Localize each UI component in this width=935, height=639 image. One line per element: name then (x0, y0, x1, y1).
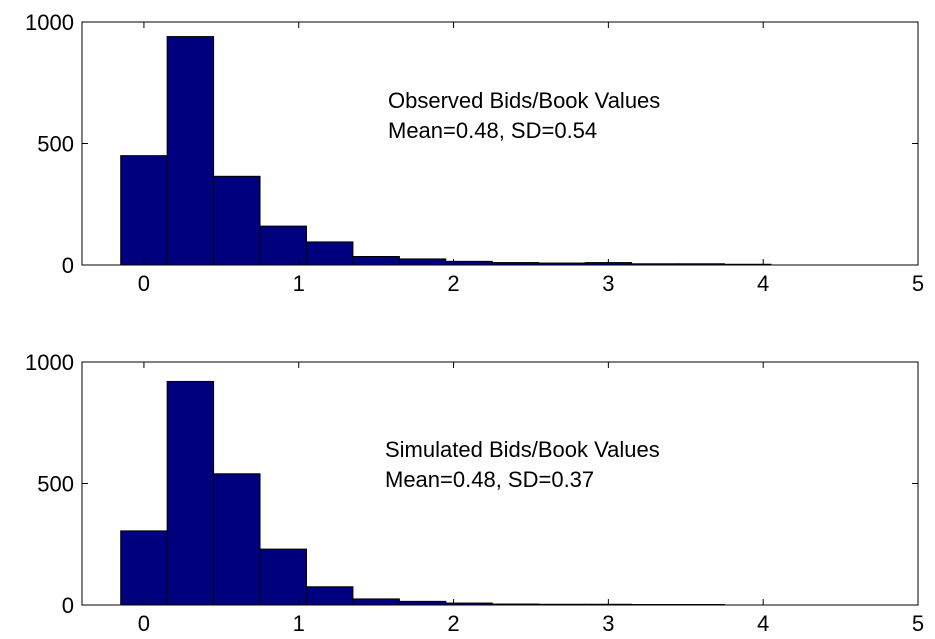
histogram-bar (305, 241, 354, 266)
annotation-title: Observed Bids/Book Values (388, 88, 660, 113)
x-tick-label: 0 (138, 611, 150, 636)
x-tick-label: 4 (757, 611, 769, 636)
histogram-bar (213, 175, 261, 266)
y-tick-label: 0 (62, 253, 74, 278)
histogram-bar (213, 473, 261, 606)
histogram-bar (120, 530, 168, 606)
histogram-bar (166, 36, 215, 266)
histogram-panel-2: 0 1 2 3 4 5 0 500 1000 Simulated Bids/Book Values… (25, 350, 924, 636)
histogram-bar (352, 598, 400, 606)
x-tick-label: 2 (447, 611, 459, 636)
y-tick-label: 500 (37, 132, 74, 157)
y-tick-label: 1000 (25, 10, 74, 35)
histogram-bar (445, 260, 493, 266)
x-tick-label: 2 (447, 271, 459, 296)
y-tick-label: 0 (62, 593, 74, 618)
histogram-bar (352, 255, 400, 266)
histogram-bar (305, 586, 354, 606)
annotation-stats: Mean=0.48, SD=0.54 (388, 118, 597, 143)
annotation-stats: Mean=0.48, SD=0.37 (385, 467, 594, 492)
histogram-panel-1: 0 1 2 3 4 5 0 500 1000 Observed Bids/Book Values M… (25, 10, 924, 296)
x-tick-label: 0 (138, 271, 150, 296)
x-tick-label: 1 (293, 271, 305, 296)
histogram-bar (259, 225, 307, 266)
x-tick-label: 1 (293, 611, 305, 636)
histogram-bar (398, 600, 447, 606)
annotation-title: Simulated Bids/Book Values (385, 437, 660, 462)
y-tick-label: 500 (37, 472, 74, 497)
histogram-bar (120, 155, 168, 266)
x-tick-label: 5 (912, 611, 924, 636)
histogram-bar (166, 380, 215, 606)
histogram-bar (259, 548, 307, 606)
x-tick-label: 5 (912, 271, 924, 296)
y-tick-label: 1000 (25, 350, 74, 375)
x-tick-label: 3 (602, 611, 614, 636)
histogram-bar (398, 258, 447, 266)
x-tick-label: 4 (757, 271, 769, 296)
x-tick-label: 3 (602, 271, 614, 296)
